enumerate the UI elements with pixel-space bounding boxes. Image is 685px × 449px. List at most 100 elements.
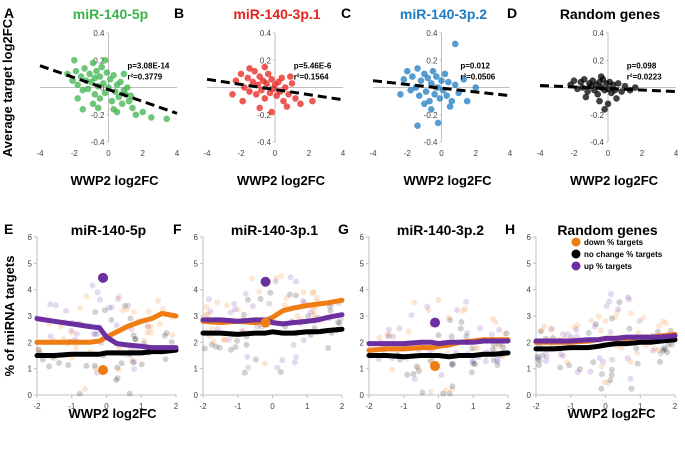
background-dot xyxy=(127,315,134,322)
y-tick-label: 0 xyxy=(28,391,33,400)
background-dot xyxy=(464,329,471,336)
background-dot xyxy=(201,345,208,352)
background-dot xyxy=(404,371,411,378)
data-point xyxy=(91,74,99,82)
background-dot xyxy=(650,347,657,354)
y-tick-label: 0 xyxy=(100,84,105,93)
background-dot xyxy=(624,294,631,301)
panel-title: miR-140-5p xyxy=(73,6,148,22)
x-axis-label: WWP2 log2FC xyxy=(567,406,656,421)
background-dot xyxy=(245,364,252,371)
background-dot xyxy=(278,272,285,279)
background-dot xyxy=(241,369,248,376)
data-point xyxy=(139,108,147,116)
data-point xyxy=(101,89,109,97)
background-dot xyxy=(592,321,599,328)
x-tick-label: -2 xyxy=(404,149,412,158)
background-dot xyxy=(221,336,228,343)
background-dot xyxy=(216,344,223,351)
background-dot xyxy=(413,363,420,370)
x-axis-label: WWP2 log2FC xyxy=(570,173,659,188)
data-point xyxy=(127,92,135,99)
series-line xyxy=(366,350,511,360)
background-dot xyxy=(607,329,614,336)
data-point xyxy=(397,91,404,98)
background-dot xyxy=(449,362,456,369)
background-dot xyxy=(605,379,612,386)
background-dot xyxy=(537,328,544,335)
background-dot xyxy=(469,345,476,352)
data-point xyxy=(120,70,128,78)
legend-marker xyxy=(571,237,581,247)
background-dot xyxy=(206,296,213,303)
background-dot xyxy=(668,341,675,348)
background-dot xyxy=(147,323,154,330)
background-dot xyxy=(73,330,80,337)
background-dot xyxy=(548,325,555,332)
series-line xyxy=(34,347,179,358)
background-dot xyxy=(624,355,631,362)
background-dot xyxy=(113,377,120,384)
background-dot xyxy=(435,296,442,303)
background-dot xyxy=(157,321,164,328)
x-tick-label: 2 xyxy=(340,402,345,411)
background-dot xyxy=(601,379,608,386)
background-dot xyxy=(597,327,604,334)
legend-marker xyxy=(571,249,581,259)
background-dot xyxy=(490,357,497,364)
background-dot xyxy=(660,345,667,352)
y-tick-label: 0.2 xyxy=(93,56,105,65)
y-tick-label: 0.2 xyxy=(593,56,605,65)
background-dot xyxy=(145,308,152,315)
background-dot xyxy=(608,315,615,322)
x-tick-label: 1 xyxy=(638,402,643,411)
background-dot xyxy=(169,332,176,339)
background-dot xyxy=(449,383,456,390)
background-dot xyxy=(655,347,662,354)
x-tick-label: 0 xyxy=(104,402,109,411)
data-point xyxy=(132,111,140,119)
highlight-point xyxy=(430,361,441,372)
background-dot xyxy=(396,325,403,332)
background-dot xyxy=(336,320,343,327)
background-dot xyxy=(235,306,242,313)
background-dot xyxy=(65,361,72,368)
background-dot xyxy=(240,311,247,318)
background-dot xyxy=(462,305,469,312)
background-dot xyxy=(425,307,432,314)
background-dot xyxy=(68,327,75,334)
series-line xyxy=(34,316,179,351)
y-tick-label: 2 xyxy=(527,338,532,347)
x-tick-label: -1 xyxy=(68,402,76,411)
background-dot xyxy=(598,363,605,370)
data-point xyxy=(446,103,454,110)
background-dot xyxy=(534,354,541,361)
background-dot xyxy=(534,356,541,363)
data-point xyxy=(148,114,155,121)
background-dot xyxy=(90,330,97,337)
background-dot xyxy=(598,385,605,392)
background-dot xyxy=(144,323,151,330)
data-point xyxy=(463,97,471,105)
y-tick-label: 5 xyxy=(360,259,365,268)
data-point xyxy=(451,81,459,89)
x-axis-label: WWP2 log2FC xyxy=(403,173,492,188)
series-line xyxy=(200,326,345,337)
x-tick-label: 0 xyxy=(439,149,444,158)
background-dot xyxy=(489,346,496,353)
stat-r-squared: r²=0.1564 xyxy=(294,72,329,81)
background-dot xyxy=(660,347,667,354)
y-tick-label: -0.2 xyxy=(91,111,105,120)
legend-label: no change % targets xyxy=(584,250,663,259)
y-tick-label: 0.2 xyxy=(260,56,272,65)
x-tick-label: 0 xyxy=(603,402,608,411)
x-tick-label: -2 xyxy=(570,149,578,158)
data-point xyxy=(108,97,116,105)
data-point xyxy=(400,76,408,83)
data-point xyxy=(460,76,468,83)
y-tick-label: 3 xyxy=(360,312,365,321)
x-axis-label: WWP2 log2FC xyxy=(70,173,159,188)
background-dot xyxy=(591,323,598,330)
